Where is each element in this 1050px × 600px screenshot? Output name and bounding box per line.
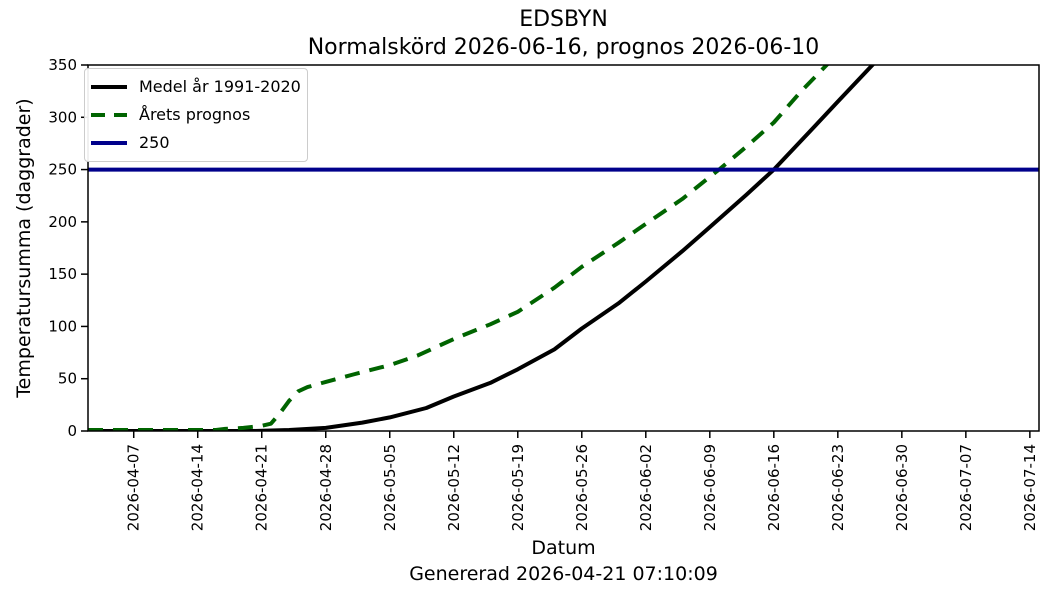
x-tick-label: 2026-06-23 [829, 444, 847, 531]
y-tick-label: 150 [48, 265, 77, 283]
legend-label: Årets prognos [139, 105, 251, 124]
x-tick-label: 2026-04-21 [253, 444, 271, 531]
x-tick-label: 2026-07-14 [1021, 444, 1039, 531]
y-tick-label: 50 [58, 370, 77, 388]
legend-label: 250 [139, 133, 170, 152]
chart-subtitle: Normalskörd 2026-06-16, prognos 2026-06-… [307, 35, 820, 60]
x-tick-label: 2026-04-14 [189, 444, 207, 531]
y-tick-label: 200 [48, 213, 77, 231]
footer-note: Genererad 2026-04-21 07:10:09 [409, 563, 718, 585]
x-tick-label: 2026-06-02 [637, 444, 655, 531]
legend-swatch-line [91, 141, 127, 145]
axes-frame [87, 64, 1040, 432]
x-tick-label: 2026-05-05 [381, 444, 399, 531]
x-tick-label: 2026-05-12 [445, 444, 463, 531]
legend-item-1: Årets prognos [90, 106, 301, 124]
x-tick-label: 2026-04-28 [317, 444, 335, 531]
legend-item-0: Medel år 1991-2020 [90, 78, 301, 96]
legend: Medel år 1991-2020 Årets prognos 250 [84, 68, 308, 162]
x-tick-label: 2026-06-30 [893, 444, 911, 531]
y-tick-label: 250 [48, 161, 77, 179]
x-tick-label: 2026-05-19 [509, 444, 527, 531]
chart-title: EDSBYN [519, 7, 608, 32]
x-tick-label: 2026-07-07 [957, 444, 975, 531]
y-tick-label: 300 [48, 108, 77, 126]
y-tick-label: 0 [67, 422, 77, 440]
legend-swatch-dashed-line [91, 113, 127, 117]
series-group [88, 65, 1039, 431]
x-tick-label: 2026-06-09 [701, 444, 719, 531]
x-tick-label: 2026-06-16 [765, 444, 783, 531]
x-tick-label: 2026-04-07 [125, 444, 143, 531]
series-line-1 [88, 65, 830, 431]
y-tick-label: 350 [48, 56, 77, 74]
x-tick-label: 2026-05-26 [573, 444, 591, 531]
x-axis-label: Datum [531, 537, 596, 559]
series-line-0 [88, 65, 876, 431]
legend-item-2: 250 [90, 134, 301, 152]
y-tick-label: 100 [48, 317, 77, 335]
legend-label: Medel år 1991-2020 [139, 77, 301, 96]
legend-swatch-line [91, 85, 127, 89]
